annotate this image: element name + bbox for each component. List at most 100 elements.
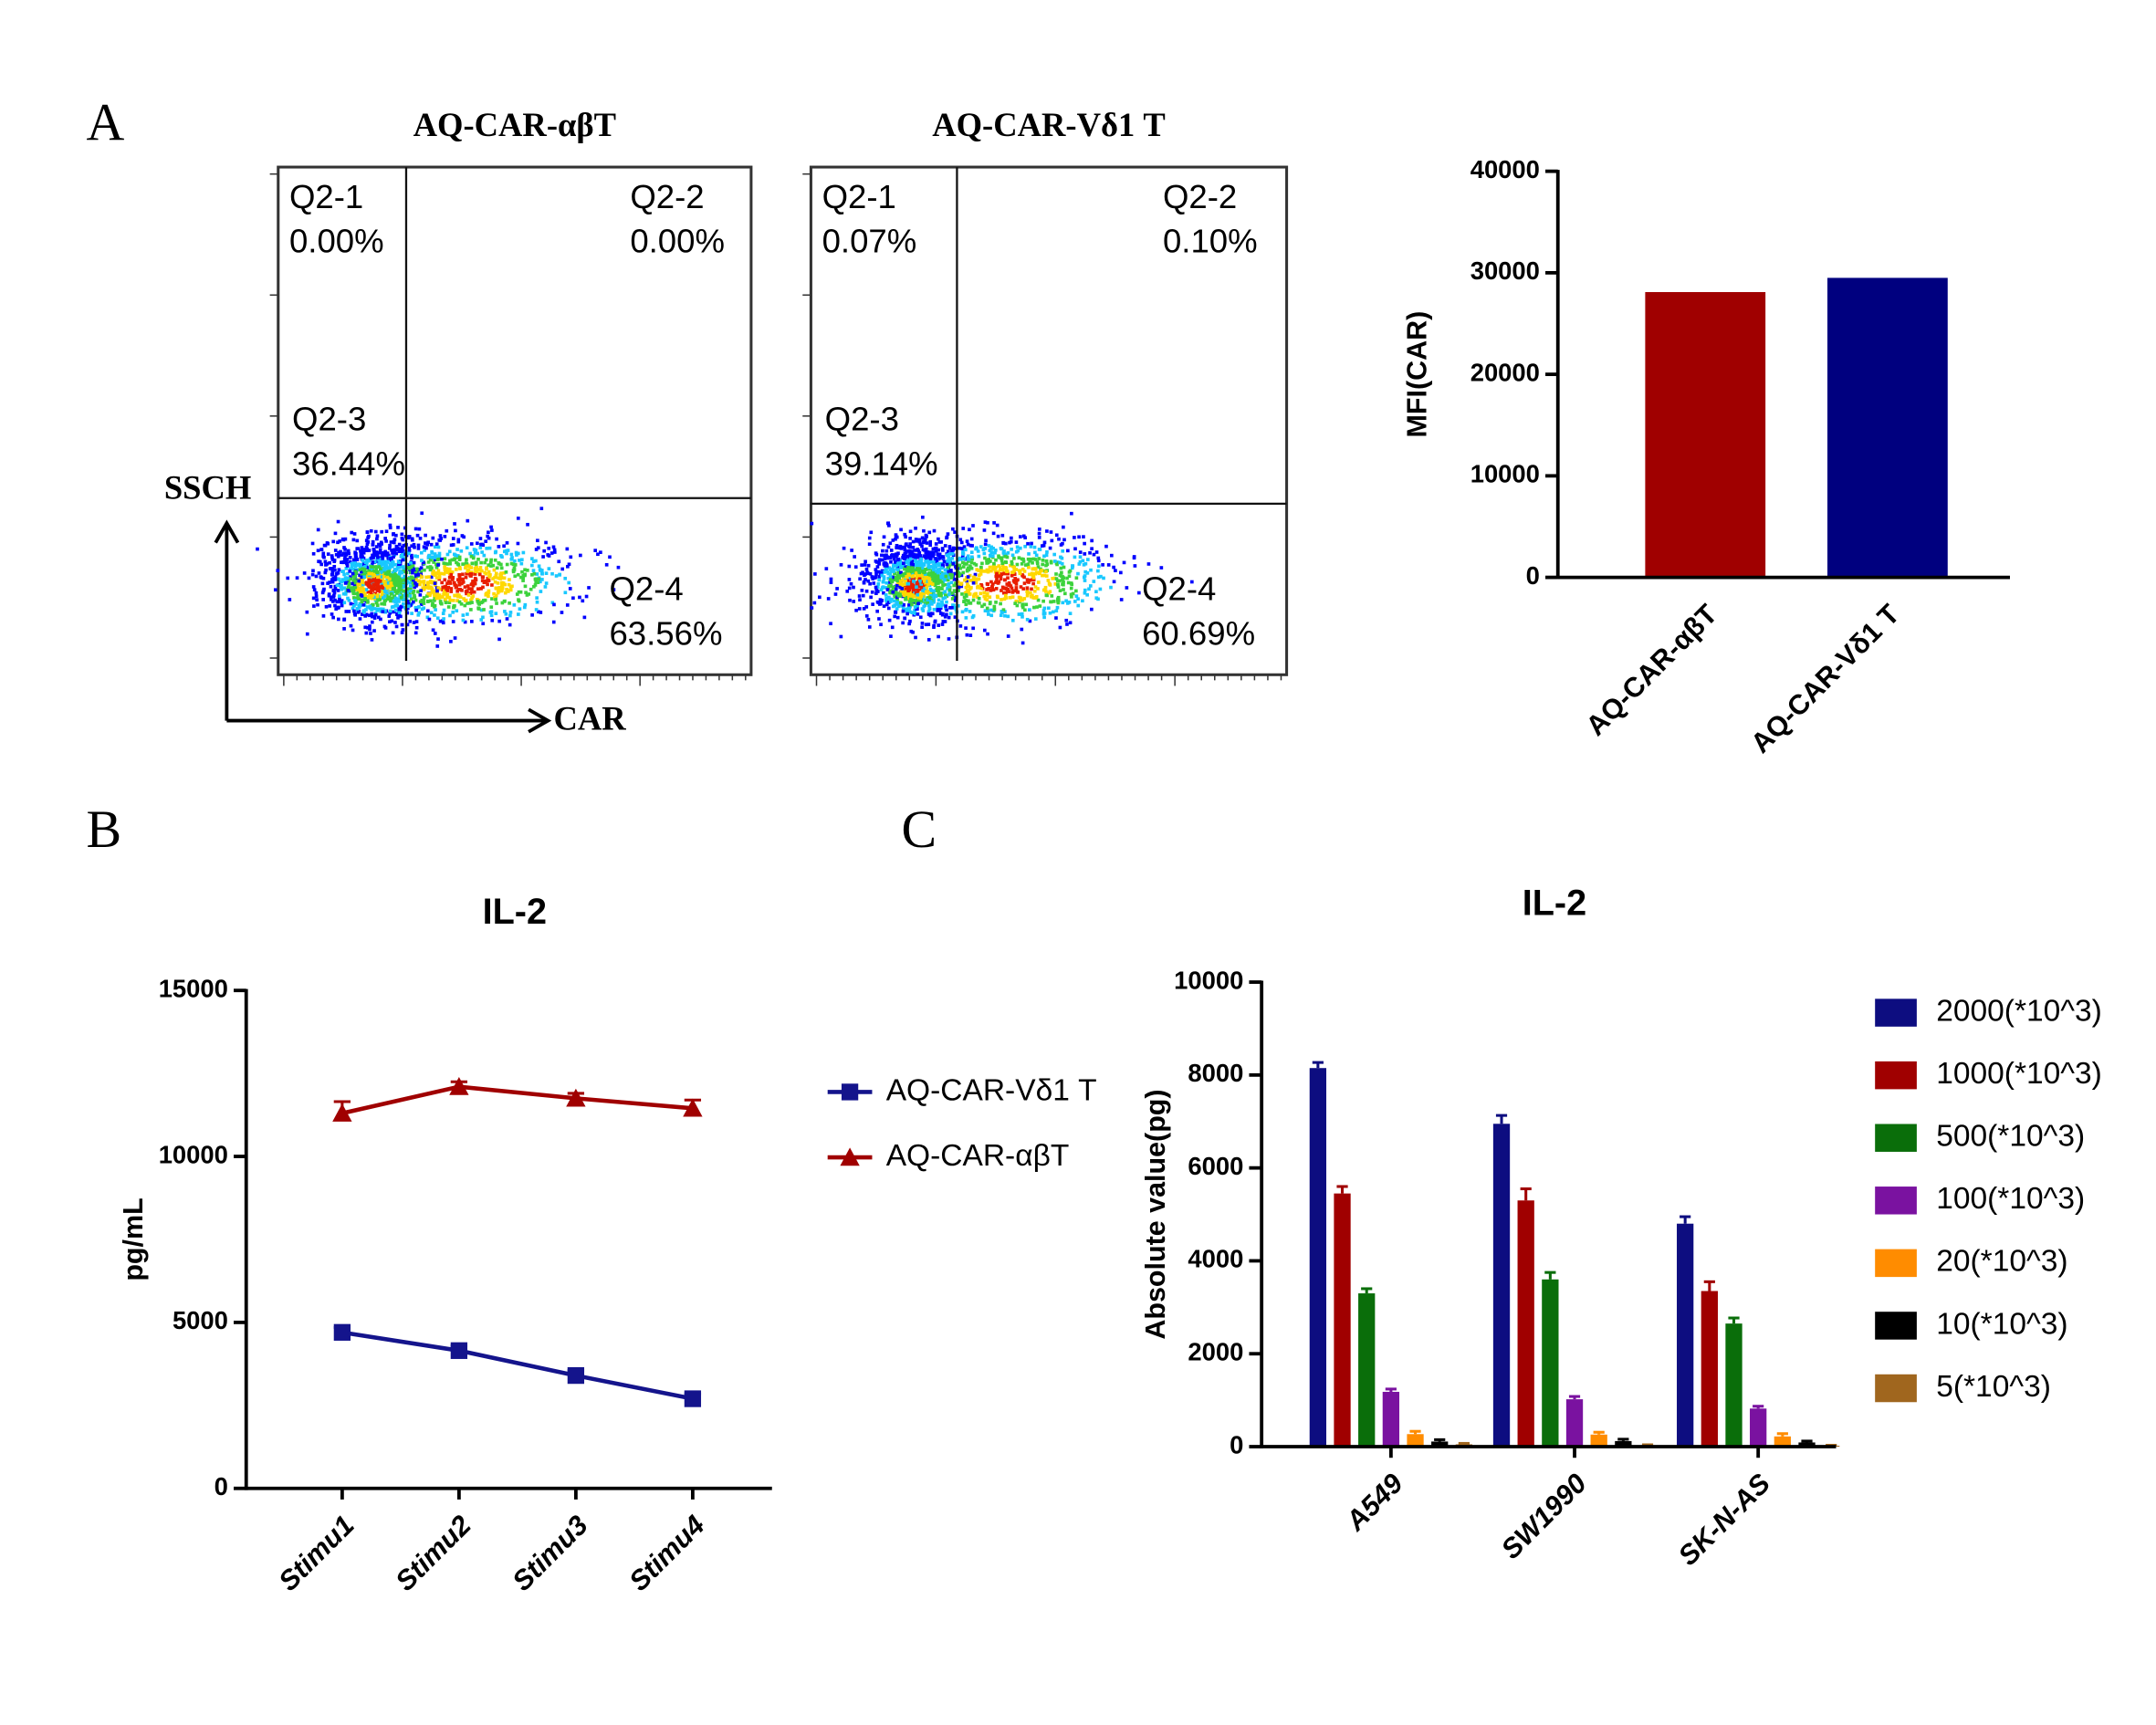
density-dot (323, 543, 328, 548)
density-dot (612, 588, 616, 591)
density-dot (990, 554, 995, 558)
density-dot (1034, 553, 1039, 558)
density-dot (924, 537, 927, 541)
density-dot (971, 598, 976, 602)
density-dot (341, 570, 345, 573)
density-dot (900, 582, 905, 587)
density-dot (1058, 560, 1062, 565)
density-dot (491, 577, 495, 580)
density-dot (883, 564, 887, 568)
density-dot (904, 587, 908, 591)
quadrant-percent: 0.10% (1163, 223, 1258, 260)
density-dot (367, 549, 372, 552)
density-dot (414, 625, 419, 630)
density-dot (990, 584, 994, 589)
density-dot (342, 557, 347, 561)
density-dot (343, 579, 348, 582)
quadrant-name: Q2-4 (609, 570, 683, 608)
density-dot (397, 573, 402, 578)
density-dot (401, 538, 405, 542)
density-dot (902, 593, 906, 598)
density-dot (358, 564, 362, 569)
y-axis-title: pg/mL (118, 1197, 149, 1281)
density-dot (416, 590, 420, 594)
density-dot (1055, 605, 1060, 610)
density-dot (892, 557, 896, 561)
density-dot (1041, 543, 1046, 548)
density-dot (930, 612, 935, 616)
density-dot (390, 549, 393, 552)
density-dot (857, 594, 862, 598)
density-dot (914, 599, 918, 602)
panel-label: B (86, 800, 121, 859)
density-dot (1020, 567, 1025, 571)
density-dot (425, 565, 430, 570)
density-dot (379, 570, 383, 574)
density-dot (384, 539, 388, 543)
density-dot (944, 604, 947, 608)
density-dot (351, 586, 356, 591)
density-dot (1050, 594, 1054, 598)
density-dot (392, 532, 395, 536)
density-dot (863, 559, 867, 564)
density-dot (461, 618, 466, 622)
density-dot (380, 562, 384, 566)
density-dot (1020, 557, 1024, 561)
density-dot (908, 619, 912, 623)
density-dot (325, 541, 330, 545)
density-dot (340, 603, 344, 608)
density-dot (357, 579, 361, 583)
density-dot (863, 563, 867, 567)
density-dot (895, 535, 899, 539)
density-dot (874, 571, 878, 576)
density-dot (901, 561, 905, 565)
density-dot (942, 559, 947, 564)
density-dot (965, 539, 969, 543)
density-dot (950, 549, 954, 553)
density-dot (343, 537, 348, 541)
y-tick-label: 10000 (1470, 460, 1540, 488)
density-dot (391, 560, 395, 565)
density-dot (382, 553, 386, 557)
density-dot (926, 603, 931, 608)
density-dot (962, 595, 967, 600)
density-dot (985, 593, 989, 598)
density-dot (938, 604, 943, 608)
density-dot (1021, 559, 1026, 563)
density-dot (351, 581, 354, 586)
density-dot (965, 562, 968, 566)
density-dot (1071, 591, 1075, 596)
density-dot (503, 610, 507, 613)
density-dot (330, 569, 335, 573)
density-dot (535, 572, 539, 576)
density-dot (1070, 566, 1074, 570)
density-dot (874, 575, 878, 579)
density-dot (330, 554, 334, 558)
density-dot (505, 617, 509, 621)
y-tick-label: 8000 (1188, 1059, 1243, 1087)
density-dot (397, 600, 401, 603)
density-dot (1096, 575, 1101, 580)
density-dot (933, 619, 937, 623)
density-dot (977, 569, 981, 572)
density-dot (432, 572, 435, 576)
density-dot (941, 620, 946, 623)
density-dot (986, 582, 989, 587)
density-dot (466, 587, 471, 591)
density-dot (1020, 641, 1025, 645)
density-dot (884, 553, 888, 558)
density-dot (1044, 574, 1049, 578)
density-dot (401, 551, 404, 556)
density-dot (941, 612, 945, 616)
density-dot (1087, 587, 1091, 591)
density-dot (1036, 598, 1041, 602)
density-dot (352, 609, 356, 613)
density-dot (302, 571, 307, 575)
density-dot (866, 563, 871, 568)
density-dot (422, 582, 426, 586)
density-dot (974, 591, 978, 596)
density-dot (860, 563, 863, 567)
density-dot (944, 606, 947, 610)
density-dot (956, 580, 960, 584)
density-dot (469, 566, 474, 570)
